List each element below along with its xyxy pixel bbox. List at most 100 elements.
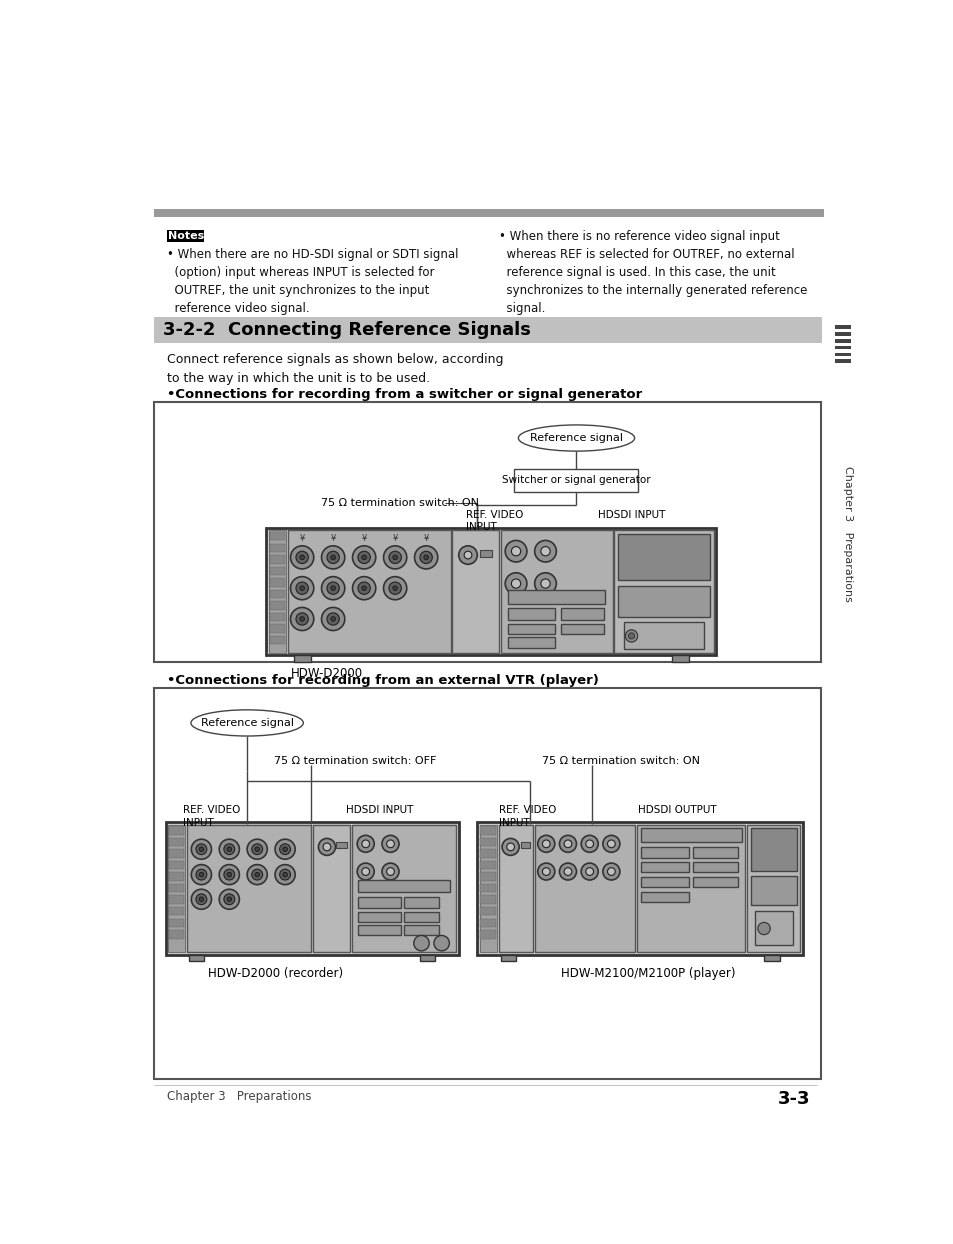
Bar <box>313 825 350 953</box>
Circle shape <box>585 868 593 876</box>
Circle shape <box>219 840 239 860</box>
Circle shape <box>757 922 769 934</box>
Bar <box>623 622 703 649</box>
Bar <box>270 601 285 610</box>
Bar <box>479 550 492 557</box>
Circle shape <box>331 586 335 591</box>
Circle shape <box>602 863 619 880</box>
Bar <box>480 826 496 835</box>
Bar <box>419 954 435 960</box>
Text: REF. VIDEO
INPUT: REF. VIDEO INPUT <box>466 510 523 532</box>
Circle shape <box>195 894 207 904</box>
Circle shape <box>279 870 291 880</box>
Circle shape <box>219 889 239 909</box>
Bar <box>169 907 184 916</box>
Bar <box>169 918 184 927</box>
Bar <box>169 861 184 870</box>
Text: ¥: ¥ <box>330 534 335 544</box>
Bar <box>357 880 450 892</box>
Bar <box>520 841 530 848</box>
Bar <box>270 566 285 575</box>
Circle shape <box>434 935 449 950</box>
Circle shape <box>558 863 576 880</box>
Bar <box>480 907 496 916</box>
Circle shape <box>295 613 308 626</box>
Text: •Connections for recording from a switcher or signal generator: •Connections for recording from a switch… <box>167 388 642 401</box>
Bar <box>480 850 496 857</box>
Circle shape <box>353 546 375 569</box>
Text: Chapter 3   Preparations: Chapter 3 Preparations <box>841 466 852 602</box>
Bar <box>508 608 555 620</box>
Circle shape <box>624 629 637 642</box>
Circle shape <box>318 838 335 856</box>
Circle shape <box>381 836 398 852</box>
Circle shape <box>540 578 550 588</box>
Circle shape <box>282 847 287 852</box>
Circle shape <box>252 870 262 880</box>
Text: Connect reference signals as shown below, according
to the way in which the unit: Connect reference signals as shown below… <box>167 353 503 386</box>
Bar <box>560 608 603 620</box>
Bar <box>288 530 451 653</box>
Bar <box>270 555 285 564</box>
Circle shape <box>295 582 308 595</box>
Bar <box>508 590 604 603</box>
Bar <box>357 897 400 908</box>
Bar <box>154 317 821 343</box>
Circle shape <box>227 847 232 852</box>
Circle shape <box>628 633 634 639</box>
Bar <box>640 862 688 872</box>
Text: Reference signal: Reference signal <box>200 718 294 728</box>
Circle shape <box>254 872 259 877</box>
Bar <box>270 636 285 644</box>
Text: ¥: ¥ <box>299 534 304 544</box>
Bar <box>750 829 796 871</box>
Circle shape <box>219 865 239 884</box>
Bar <box>618 586 709 617</box>
Bar <box>187 825 311 953</box>
Circle shape <box>542 840 550 847</box>
Circle shape <box>192 840 212 860</box>
Circle shape <box>224 843 234 855</box>
Circle shape <box>511 578 520 588</box>
Bar <box>500 530 612 653</box>
Bar <box>480 918 496 927</box>
Circle shape <box>254 847 259 852</box>
Bar <box>498 825 533 953</box>
Bar <box>169 850 184 857</box>
Circle shape <box>299 586 304 591</box>
Circle shape <box>381 863 398 880</box>
Bar <box>357 912 400 922</box>
Bar <box>480 896 496 904</box>
Circle shape <box>291 607 314 631</box>
Bar <box>835 325 850 328</box>
Bar <box>480 872 496 881</box>
Bar <box>637 825 744 953</box>
Bar <box>357 926 400 935</box>
Circle shape <box>247 840 267 860</box>
Circle shape <box>224 894 234 904</box>
Circle shape <box>356 836 374 852</box>
Text: HDSDI OUTPUT: HDSDI OUTPUT <box>638 805 717 815</box>
Circle shape <box>505 572 526 595</box>
Circle shape <box>353 577 375 600</box>
Circle shape <box>464 551 472 559</box>
Text: 3-2-2  Connecting Reference Signals: 3-2-2 Connecting Reference Signals <box>163 321 531 340</box>
Bar <box>480 837 496 846</box>
Bar <box>835 360 850 363</box>
Circle shape <box>331 617 335 621</box>
Text: Switcher or signal generator: Switcher or signal generator <box>501 475 650 485</box>
Circle shape <box>299 617 304 621</box>
Bar <box>692 847 737 857</box>
Bar <box>169 931 184 938</box>
Text: •Connections for recording from an external VTR (player): •Connections for recording from an exter… <box>167 674 598 688</box>
Circle shape <box>419 551 432 564</box>
Circle shape <box>534 572 556 595</box>
Bar <box>692 862 737 872</box>
Circle shape <box>321 607 344 631</box>
Circle shape <box>415 546 437 569</box>
Bar <box>404 912 439 922</box>
Circle shape <box>291 546 314 569</box>
Circle shape <box>299 555 304 560</box>
Circle shape <box>414 935 429 950</box>
Circle shape <box>252 843 262 855</box>
